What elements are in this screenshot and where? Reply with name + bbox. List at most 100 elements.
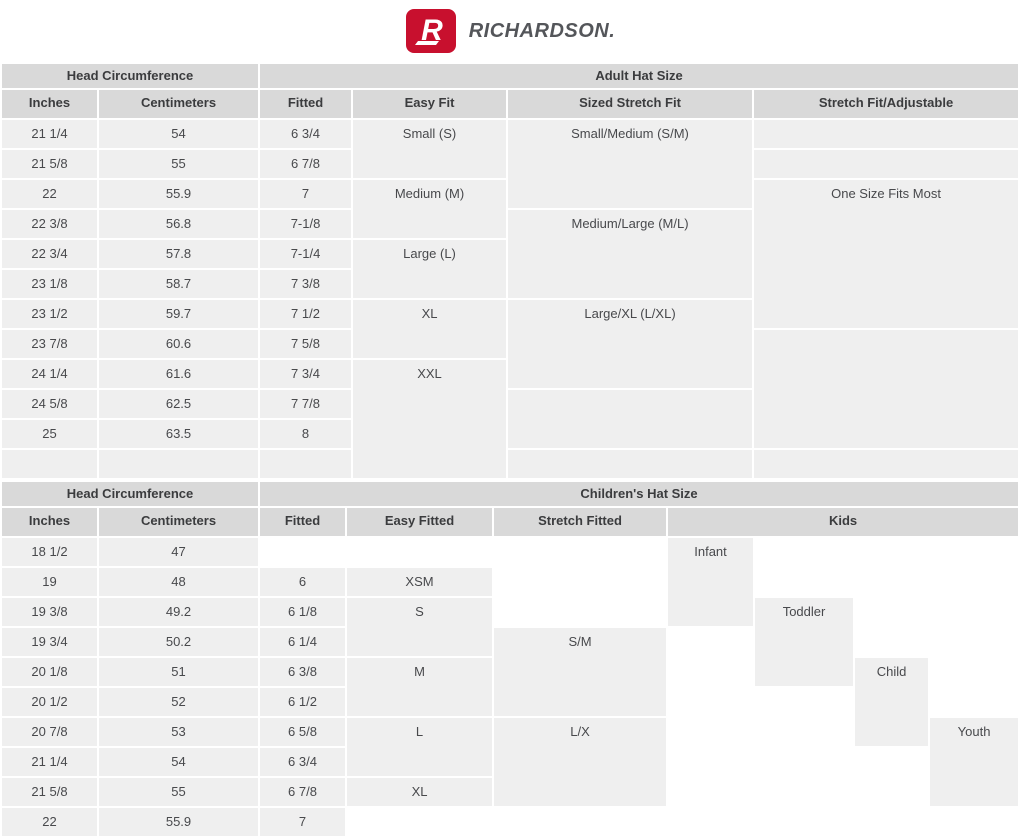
adult-fitted-cell: 6 3/4 — [260, 120, 352, 148]
child-fitted-cell: 6 3/4 — [260, 748, 346, 776]
kids-void-cell — [755, 568, 853, 596]
adult-sized-stretch-cell — [508, 450, 753, 478]
col-header-inches: Inches — [2, 90, 97, 118]
adult-easy-fit-cell: Large (L) — [353, 240, 507, 298]
adult-fitted-cell: 7 3/8 — [260, 270, 352, 298]
child-fitted-cell-empty — [260, 538, 345, 566]
adult-fitted-cell: 8 — [260, 420, 352, 448]
child-inches-cell: 20 7/8 — [2, 718, 97, 746]
adult-hat-size-header: Adult Hat Size — [260, 64, 1019, 88]
col-header-stretch-fitted: Stretch Fitted — [494, 508, 667, 536]
kids-void-cell — [668, 808, 753, 836]
adult-fitted-cell — [260, 450, 352, 478]
adult-inches-cell: 21 1/4 — [2, 120, 97, 148]
col-header-kids: Kids — [668, 508, 1019, 536]
col-header-centimeters: Centimeters — [99, 90, 259, 118]
table-row: 18 1/2 47 Infant — [2, 538, 1018, 626]
adult-sized-stretch-cell: Medium/Large (M/L) — [508, 210, 753, 298]
kids-void-cell — [930, 688, 1018, 716]
adult-inches-cell — [2, 450, 97, 478]
table-row: 25 63.5 8 — [2, 420, 1018, 448]
child-inches-cell: 20 1/8 — [2, 658, 97, 686]
head-circumference-header: Head Circumference — [2, 64, 259, 88]
col-header-easy-fitted: Easy Fitted — [347, 508, 493, 536]
kids-void-cell — [855, 778, 928, 806]
child-cm-cell: 48 — [99, 568, 259, 596]
child-fitted-cell: 6 3/8 — [260, 658, 346, 686]
kids-void-cell — [855, 538, 928, 566]
table-row: 22 3/8 56.8 7-1/8 Medium/Large (M/L) — [2, 210, 1018, 298]
kids-void-cell — [855, 748, 928, 776]
children-group-header-row: Head Circumference Children's Hat Size — [2, 482, 1019, 506]
children-column-header-row: Inches Centimeters Fitted Easy Fitted St… — [2, 508, 1019, 536]
child-cm-cell: 52 — [99, 688, 259, 716]
table-row: 22 55.9 7 Medium (M) One Size Fits Most — [2, 180, 1019, 328]
child-stretch-fitted-cell-empty — [494, 568, 666, 596]
adult-inches-cell: 23 7/8 — [2, 330, 97, 358]
table-row: 19 48 6 XSM — [2, 568, 1018, 596]
table-row: 19 3/8 49.2 6 1/8 S Toddler — [2, 598, 1018, 686]
child-cm-cell: 55 — [99, 778, 259, 806]
table-row: 24 1/4 61.6 7 3/4 XXL — [2, 360, 1018, 478]
child-easy-fitted-cell: S — [347, 598, 493, 656]
table-row — [2, 450, 1019, 478]
table-row: 23 7/8 60.6 7 5/8 — [2, 330, 1019, 448]
table-row: 22 3/4 57.8 7-1/4 Large (L) — [2, 240, 1018, 298]
kids-void-cell — [755, 808, 853, 836]
adult-inches-cell: 22 — [2, 180, 97, 208]
adult-easy-fit-cell: Medium (M) — [353, 180, 507, 238]
adult-adjustable-cell — [754, 450, 1019, 478]
adult-sized-stretch-cell: Large/XL (L/XL) — [508, 300, 753, 388]
adult-adjustable-cell — [754, 120, 1019, 148]
child-easy-fitted-cell: XSM — [347, 568, 493, 596]
child-inches-cell: 21 1/4 — [2, 748, 97, 776]
kids-void-cell — [755, 748, 853, 776]
col-header-fitted: Fitted — [260, 508, 346, 536]
svg-text:R: R — [421, 14, 443, 47]
child-cm-cell: 50.2 — [99, 628, 259, 656]
col-header-inches: Inches — [2, 508, 97, 536]
kids-void-cell — [930, 568, 1018, 596]
child-easy-fitted-cell: M — [347, 658, 493, 716]
child-cm-cell: 49.2 — [99, 598, 259, 626]
table-row: 23 1/8 58.7 7 3/8 — [2, 270, 1018, 298]
table-row: 21 5/8 55 6 7/8 XL — [2, 778, 1018, 806]
kids-void-cell — [930, 628, 1018, 656]
richardson-r-badge-icon: R — [405, 9, 456, 53]
adult-adjustable-cell: One Size Fits Most — [754, 180, 1019, 328]
kids-void-cell — [930, 808, 1018, 836]
adult-easy-fit-cell: XL — [353, 300, 507, 358]
adult-inches-cell: 25 — [2, 420, 97, 448]
child-stretch-fitted-cell-empty — [494, 598, 666, 626]
adult-cm-cell: 56.8 — [99, 210, 259, 238]
adult-size-table: Head Circumference Adult Hat Size Inches… — [0, 62, 1020, 480]
adult-inches-cell: 24 5/8 — [2, 390, 97, 418]
adult-fitted-cell: 7 — [260, 180, 352, 208]
child-stretch-fitted-cell-empty — [494, 538, 666, 566]
child-inches-cell: 19 3/4 — [2, 628, 97, 656]
child-easy-fitted-cell-empty — [347, 808, 492, 836]
adult-column-header-row: Inches Centimeters Fitted Easy Fit Sized… — [2, 90, 1019, 118]
child-inches-cell: 18 1/2 — [2, 538, 97, 566]
adult-fitted-cell: 7-1/8 — [260, 210, 352, 238]
adult-fitted-cell: 7 5/8 — [260, 330, 352, 358]
kids-void-cell — [855, 808, 928, 836]
adult-cm-cell: 58.7 — [99, 270, 259, 298]
head-circumference-header: Head Circumference — [2, 482, 259, 506]
kids-void-cell — [930, 598, 1018, 626]
child-fitted-cell: 6 1/4 — [260, 628, 346, 656]
adult-cm-cell: 61.6 — [99, 360, 259, 388]
adult-inches-cell: 23 1/8 — [2, 270, 97, 298]
col-header-easy-fit: Easy Fit — [353, 90, 507, 118]
kids-void-cell — [668, 628, 753, 656]
child-cm-cell: 54 — [99, 748, 259, 776]
child-cm-cell: 51 — [99, 658, 259, 686]
adult-cm-cell: 55 — [99, 150, 259, 178]
child-fitted-cell: 6 — [260, 568, 346, 596]
table-row: 22 55.9 7 — [2, 808, 1018, 836]
adult-cm-cell: 60.6 — [99, 330, 259, 358]
table-row: 21 1/4 54 6 3/4 Small (S) Small/Medium (… — [2, 120, 1019, 208]
adult-cm-cell: 59.7 — [99, 300, 259, 328]
col-header-sized-stretch-fit: Sized Stretch Fit — [508, 90, 753, 118]
adult-fitted-cell: 7-1/4 — [260, 240, 352, 268]
